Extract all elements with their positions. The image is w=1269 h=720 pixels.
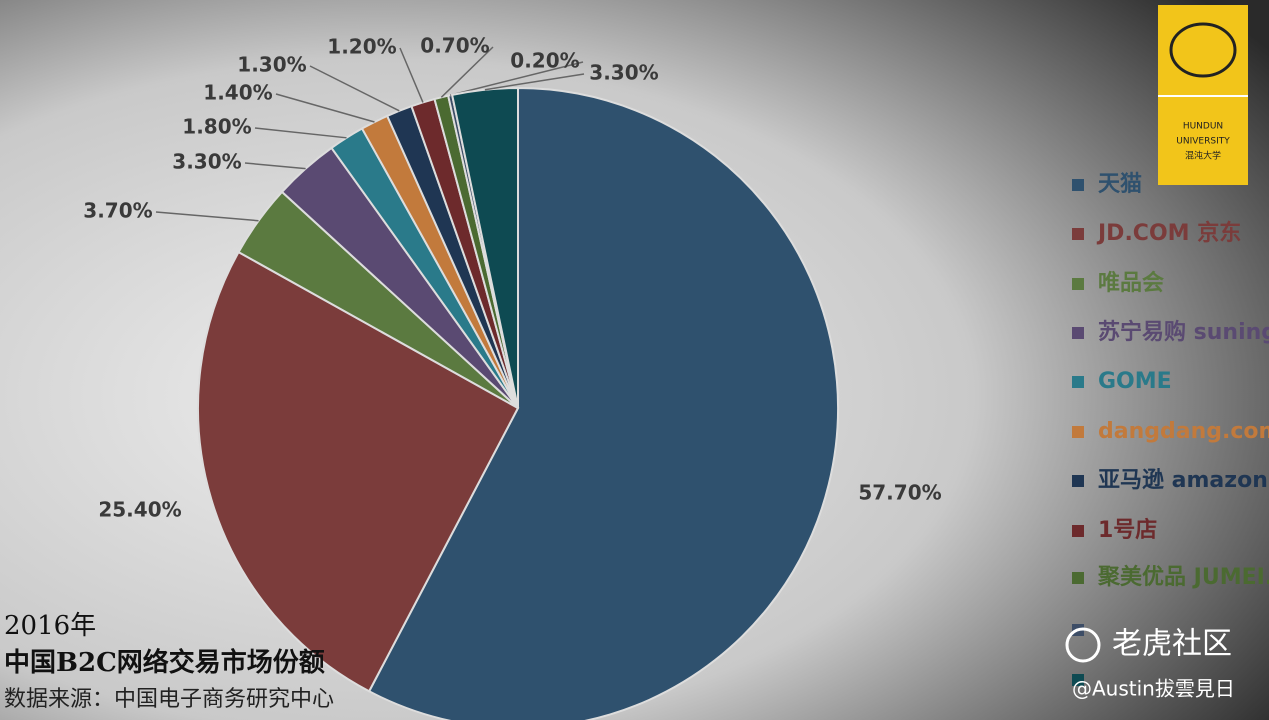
legend-label: 1号店 (1098, 518, 1157, 543)
legend-swatch (1072, 674, 1084, 686)
data-label: 57.70% (858, 481, 941, 505)
legend-label: GOME (1098, 369, 1172, 394)
data-label: 1.20% (327, 35, 396, 59)
leader-line (275, 93, 375, 123)
leader-line (484, 73, 585, 91)
pie-slice (197, 250, 520, 693)
pie: 57.70% 25.40% 3.70% 3.30% 1.80% 1.40% 1.30% 1.2… (83, 34, 942, 720)
leader-line (309, 65, 400, 112)
data-label: 3.30% (172, 150, 241, 174)
logo-text: HUNDUN (1183, 122, 1223, 132)
chart-title: 2016年 (4, 611, 96, 641)
source: 数据来源：中国电子商务研究中心 (4, 687, 334, 712)
legend-swatch (1072, 475, 1084, 487)
chart-subtitle: 中国B2C网络交易市场份额 (4, 647, 325, 678)
data-label: 3.70% (83, 199, 152, 223)
legend-label: 聚美优品 JUMEI.COM (1097, 564, 1269, 590)
data-label: 0.70% (420, 34, 489, 58)
watermark: 老虎社区 (1112, 627, 1232, 662)
legend-swatch (1072, 525, 1084, 537)
leader-line (254, 127, 347, 139)
legend-swatch (1072, 426, 1084, 438)
legend-label: 苏宁易购 suning.com (1098, 319, 1269, 345)
legend-label: 亚马逊 amazon.cn (1098, 468, 1269, 493)
legend-label: JD.COM 京东 (1096, 220, 1241, 246)
legend-label: 唯品会 (1098, 270, 1164, 296)
pie-slice (367, 86, 839, 720)
watermark-icon (1065, 627, 1101, 663)
legend-swatch (1072, 179, 1084, 191)
legend-label: dangdang.com (1098, 419, 1269, 444)
leader-line (449, 61, 584, 97)
data-label: 1.30% (237, 53, 306, 77)
legend-swatch (1072, 376, 1084, 388)
data-label: 0.20% (510, 49, 579, 73)
watermark: @Austin拔雲見日 (1072, 677, 1235, 701)
pie-slice (450, 86, 519, 409)
legend-swatch (1072, 572, 1084, 584)
legend-swatch (1072, 278, 1084, 290)
leader-line (244, 162, 306, 170)
logo-text: 混沌大学 (1185, 150, 1221, 162)
leader-line (440, 46, 494, 98)
legend-swatch (1072, 228, 1084, 240)
legend-swatch (1072, 327, 1084, 339)
data-label: 1.80% (182, 115, 251, 139)
data-label: 1.40% (203, 81, 272, 105)
data-label: 3.30% (589, 61, 658, 85)
leader-line (155, 211, 259, 222)
logo-text: UNIVERSITY (1176, 137, 1230, 147)
data-label: 25.40% (98, 498, 181, 522)
legend-label: 天猫 (1098, 172, 1142, 197)
logo-circle (1169, 22, 1237, 78)
leader-line (399, 47, 424, 103)
